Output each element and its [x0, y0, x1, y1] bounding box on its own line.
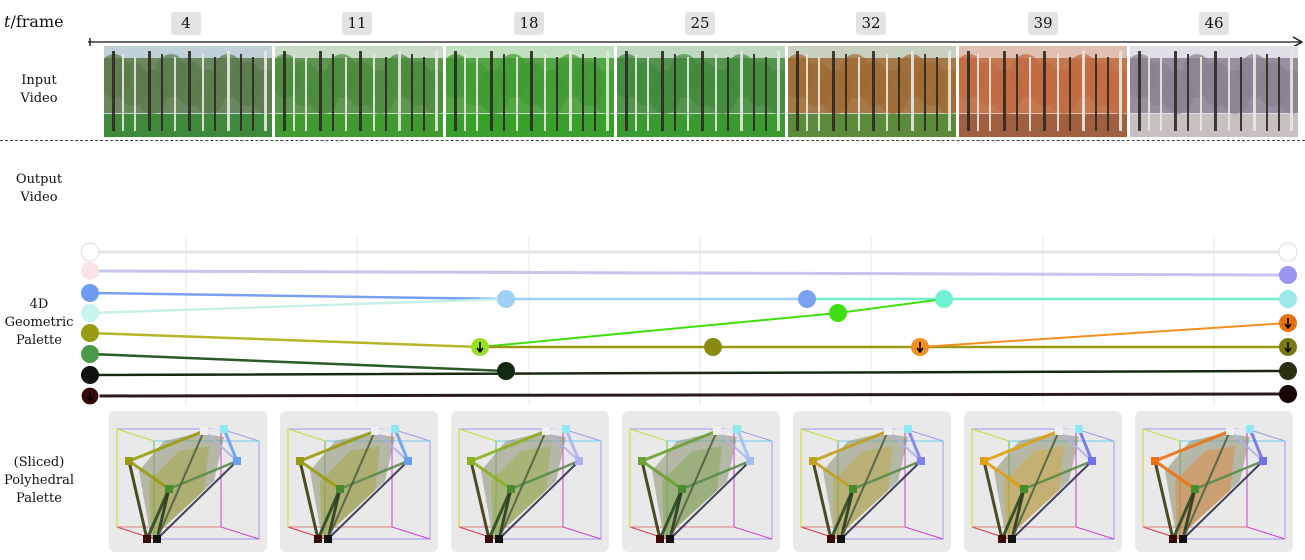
palette-node-blue-start [81, 284, 99, 302]
frame-badge-25: 25 [685, 12, 715, 35]
frame-badge-32: 32 [856, 12, 886, 35]
output-frame-32 [788, 46, 956, 137]
palette-node-lavender-end [1279, 266, 1297, 284]
row-label-output: Output Video [15, 172, 63, 205]
polyhedral-hull [469, 427, 581, 540]
polyhedral-panel-32 [793, 411, 951, 552]
palette-node-olive-start [81, 324, 99, 342]
palette-track-blue [88, 291, 508, 301]
palette-track-green-rise2 [837, 298, 945, 314]
palette-node-orange-end [1279, 314, 1297, 332]
palette-node-green-start [81, 345, 99, 363]
palette-node-blue [798, 290, 816, 308]
palette-node-olive-end [1279, 338, 1297, 356]
palette-node-darkgreen-end [1279, 362, 1297, 380]
polyhedral-hull [811, 427, 923, 540]
palette-track-pink [88, 269, 1290, 277]
palette-node-cyan-start [81, 304, 99, 322]
palette-node-lime [471, 338, 489, 356]
output-frame-46 [1130, 46, 1298, 137]
axis-arrow-icon [1292, 36, 1304, 48]
frame-badge-46: 46 [1199, 12, 1229, 35]
palette-node-olive [704, 338, 722, 356]
polyhedral-panel-4 [109, 411, 267, 552]
palette-node-cyan-end [1279, 290, 1297, 308]
palette-node-lightblue [497, 290, 515, 308]
output-frame-39 [959, 46, 1127, 137]
frame-badge-39: 39 [1028, 12, 1058, 35]
polyhedral-panel-46 [1135, 411, 1293, 552]
row-label-input: Input Video [20, 73, 58, 106]
palette-node-white-end [1278, 242, 1298, 262]
palette-node-darkred-start [80, 386, 100, 406]
time-variable: t [4, 12, 11, 31]
palette-track-orange [919, 322, 1289, 348]
polyhedral-panel-18 [451, 411, 609, 552]
palette-node-darkgreen [497, 362, 515, 380]
time-unit: /frame [10, 12, 64, 31]
palette-node-mint [935, 290, 953, 308]
hull-vertices [1151, 425, 1267, 543]
polyhedral-hull [127, 427, 239, 540]
palette-track-green-rise [479, 312, 839, 348]
output-frame-11 [275, 46, 443, 137]
frame-badge-4: 4 [171, 12, 201, 35]
time-axis-label: t/frame [4, 12, 64, 31]
palette-track-cyan [88, 297, 508, 315]
output-frame-18 [446, 46, 614, 137]
hull-vertices [125, 425, 241, 543]
palette-track-olive [88, 331, 482, 349]
palette-node-white-start [80, 242, 100, 262]
palette-track-darkred [88, 392, 1290, 398]
palette-track-black [88, 369, 1290, 377]
palette-node-orange [911, 338, 929, 356]
palette-track-darkgreen [88, 352, 508, 373]
output-frame-4 [104, 46, 272, 137]
hull-vertices [467, 425, 583, 543]
frame-badge-11: 11 [342, 12, 372, 35]
polyhedral-panel-25 [622, 411, 780, 552]
geometric-palette [80, 236, 1298, 406]
palette-node-pink-start [81, 262, 99, 280]
row-label-polyhedral: (Sliced) Polyhedral Palette [3, 455, 75, 506]
polyhedral-panel-11 [280, 411, 438, 552]
hull-vertices [638, 425, 754, 543]
polyhedral-hull [982, 427, 1094, 540]
palette-node-bright-green [829, 304, 847, 322]
output-frame-25 [617, 46, 785, 137]
time-axis [88, 36, 1304, 48]
row-label-palette: 4D Geometric Palette [4, 297, 74, 348]
row-divider [0, 140, 1305, 141]
hull-vertices [296, 425, 412, 543]
polyhedral-hull [298, 427, 410, 540]
hull-vertices [980, 425, 1096, 543]
palette-node-darkred-end [1279, 385, 1297, 403]
palette-node-black-start [81, 366, 99, 384]
hull-vertices [809, 425, 925, 543]
frame-badge-18: 18 [514, 12, 544, 35]
polyhedral-panel-39 [964, 411, 1122, 552]
polyhedral-hull [640, 427, 752, 540]
